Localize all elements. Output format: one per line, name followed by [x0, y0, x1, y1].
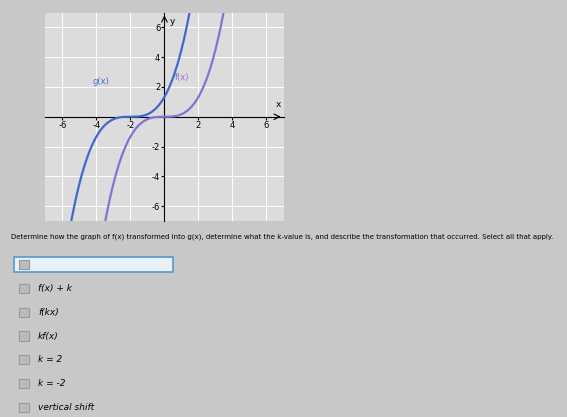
Text: x: x	[276, 100, 281, 109]
Text: y: y	[170, 17, 175, 26]
Text: k = -2: k = -2	[38, 379, 66, 388]
Text: k = 2: k = 2	[38, 355, 62, 364]
Text: g(x): g(x)	[93, 77, 110, 86]
Text: f(x) + k: f(x) + k	[38, 284, 72, 293]
Text: Determine how the graph of f(x) transformed into g(x), determine what the k-valu: Determine how the graph of f(x) transfor…	[11, 234, 553, 240]
Text: f(kx): f(kx)	[38, 308, 59, 317]
Text: kf(x): kf(x)	[38, 332, 59, 341]
Text: f(x): f(x)	[175, 73, 189, 82]
Text: f(x + k): f(x + k)	[38, 260, 72, 269]
Text: vertical shift: vertical shift	[38, 403, 94, 412]
